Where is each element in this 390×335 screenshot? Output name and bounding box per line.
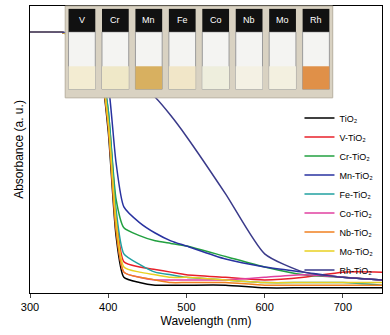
svg-text:V-TiO₂: V-TiO₂ <box>339 133 366 143</box>
svg-text:500: 500 <box>177 301 195 313</box>
svg-text:Cr: Cr <box>110 15 120 25</box>
svg-text:Absorbance (a. u.): Absorbance (a. u.) <box>12 100 26 199</box>
svg-text:Cr-TiO₂: Cr-TiO₂ <box>339 152 370 162</box>
svg-text:Wavelength (nm): Wavelength (nm) <box>161 314 252 328</box>
svg-text:TiO₂: TiO₂ <box>339 114 357 124</box>
svg-text:Rh-TiO₂: Rh-TiO₂ <box>339 266 372 276</box>
svg-text:Nb: Nb <box>243 15 255 25</box>
svg-text:Co-TiO₂: Co-TiO₂ <box>339 209 372 219</box>
svg-text:Nb-TiO₂: Nb-TiO₂ <box>339 228 372 238</box>
svg-text:400: 400 <box>99 301 117 313</box>
svg-text:Rh: Rh <box>310 15 322 25</box>
svg-text:600: 600 <box>255 301 273 313</box>
svg-text:Mo-TiO₂: Mo-TiO₂ <box>339 247 373 257</box>
svg-text:300: 300 <box>21 301 39 313</box>
svg-text:Fe: Fe <box>177 15 188 25</box>
svg-text:V: V <box>79 15 85 25</box>
svg-text:Co: Co <box>210 15 222 25</box>
svg-text:Mn-TiO₂: Mn-TiO₂ <box>339 171 373 181</box>
svg-text:Fe-TiO₂: Fe-TiO₂ <box>339 190 371 200</box>
svg-text:Mo: Mo <box>276 15 289 25</box>
svg-text:Mn: Mn <box>142 15 155 25</box>
svg-text:700: 700 <box>334 301 352 313</box>
